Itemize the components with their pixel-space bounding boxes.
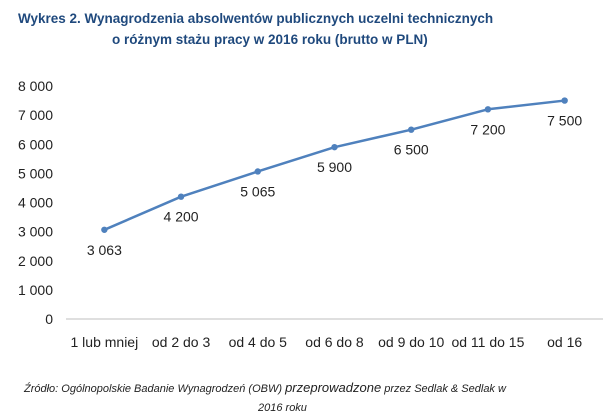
data-label: 3 063 [87,242,122,258]
x-tick-label: od 4 do 5 [229,334,288,350]
x-tick-label: od 2 do 3 [152,334,211,350]
data-label: 5 900 [317,159,352,175]
y-tick-label: 1 000 [18,282,53,298]
y-tick-label: 0 [45,311,53,327]
data-label: 5 065 [240,183,275,199]
data-point [561,97,568,104]
y-tick-label: 2 000 [18,253,53,269]
y-axis-tick-labels: 0 1 000 2 000 3 000 4 000 5 000 6 000 7 000 8 00… [18,78,53,327]
x-tick-label: od 16 [547,334,582,350]
data-point [331,143,338,151]
x-tick-label: od 9 do 10 [378,334,444,350]
chart-title: Wykres 2. Wynagrodzenia absolwentów publ… [0,8,615,50]
source-line-1: Źródło: Ogólnopolskie Badanie Wynagrodze… [0,378,615,399]
data-point [177,193,185,200]
data-point [484,106,492,113]
x-tick-label: od 11 do 15 [451,334,524,350]
y-tick-label: 7 000 [18,107,53,123]
x-tick-label: 1 lub mniej [71,334,139,350]
source-note: Źródło: Ogólnopolskie Badanie Wynagrodze… [0,378,615,418]
data-label: 7 200 [470,121,505,137]
chart-title-line-1: Wykres 2. Wynagrodzenia absolwentów publ… [18,11,494,26]
y-tick-label: 4 000 [18,195,53,211]
y-tick-label: 6 000 [18,136,53,152]
chart-title-line-2: o różnym stażu pracy w 2016 roku (brutto… [112,32,428,47]
data-point [408,126,415,133]
y-tick-label: 8 000 [18,78,53,94]
data-point [101,226,108,233]
x-tick-label: od 6 do 8 [305,334,364,350]
y-tick-label: 5 000 [18,165,53,181]
x-axis-tick-labels: 1 lub mniej od 2 do 3 od 4 do 5 od 6 do 8 od… [71,334,583,350]
data-points [101,97,568,233]
data-label: 7 500 [547,113,582,129]
y-tick-label: 3 000 [18,224,53,240]
data-label: 4 200 [164,209,199,225]
source-line-2: 2016 roku [258,402,307,414]
data-point [254,168,261,175]
data-label: 6 500 [394,142,429,158]
source-text-b: przeprowadzone [285,380,382,395]
source-text-a: Źródło: Ogólnopolskie Badanie Wynagrodze… [24,383,286,395]
source-text-c: przez Sedlak & Sedlak w [381,383,506,395]
data-labels: 3 063 4 200 5 065 5 900 6 500 7 200 7 500 [87,113,583,258]
